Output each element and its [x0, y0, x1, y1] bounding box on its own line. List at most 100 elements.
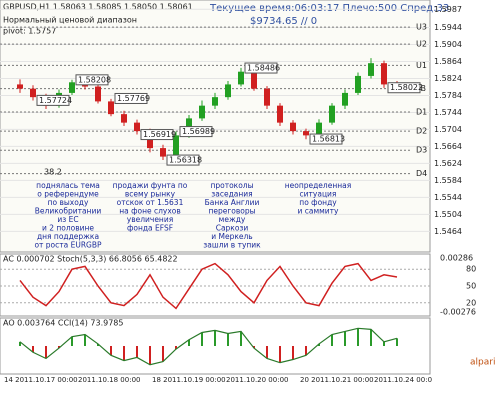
- stoch-title: AC 0.000702 Stoch(5,3,3) 66.8056 65.4822: [3, 255, 178, 264]
- y-tick-label: 1.5864: [434, 57, 462, 66]
- candle-body: [199, 105, 205, 119]
- annotation: дня поддержка: [37, 232, 99, 241]
- annotation: о референдуме: [37, 190, 99, 199]
- stoch-line: [19, 262, 398, 310]
- candle-body: [329, 105, 335, 123]
- annotation: между: [219, 215, 246, 224]
- status: Текущее время:06:03:17 Плечо:500 Спред:3…: [209, 3, 449, 14]
- x-tick-label: 18 2011.10.19 00:00: [152, 376, 226, 384]
- annotation: Великобритании: [35, 207, 102, 216]
- annotation: зашли в тупик: [203, 241, 261, 250]
- y-tick-label: 1.5464: [434, 227, 462, 236]
- annotation: по выходу: [48, 198, 89, 207]
- y-tick-label: 1.5744: [434, 108, 462, 117]
- main-panel: [0, 0, 431, 253]
- price-label-box: [166, 154, 200, 166]
- annotation: поднялась тема: [36, 181, 100, 190]
- x-tick-label: 2011.10.18 00:00: [78, 376, 140, 384]
- annotation: ситуация: [300, 190, 337, 199]
- y-tick-label: 20: [466, 298, 476, 307]
- price-label-box: [75, 74, 109, 86]
- y-tick-label: 1.5904: [434, 40, 462, 49]
- price-label-box: [114, 92, 148, 104]
- price-label: 1.56919: [143, 130, 176, 139]
- annotation: всему рынку: [125, 190, 176, 199]
- candle-body: [342, 92, 348, 106]
- x-tick-label: 2011.10.24 00:0: [374, 376, 432, 384]
- candle-body: [17, 84, 23, 89]
- y-tick-label: 1.5664: [434, 142, 462, 151]
- level-label: D1: [416, 108, 427, 117]
- y-tick-label: 1.5624: [434, 159, 462, 168]
- candle-body: [30, 88, 36, 98]
- balance: $9734.65 // 0: [250, 16, 317, 27]
- candle-body: [173, 135, 179, 157]
- price-label-box: [309, 133, 343, 145]
- annotation: неопределенная: [285, 181, 352, 190]
- y-tick-label: 1.5784: [434, 91, 462, 100]
- fibo-label: 38.2: [44, 168, 62, 177]
- annotation: переговоры: [208, 207, 255, 216]
- chart-title: GBPUSD,H1 1.58063 1.58085 1.58050 1.5806…: [3, 3, 193, 12]
- annotation: из ЕС: [57, 215, 78, 224]
- level-label: D4: [416, 169, 427, 178]
- level-label: D3: [416, 146, 427, 155]
- annotation: отскок от 1.5631: [117, 198, 184, 207]
- candle-body: [355, 75, 361, 93]
- candle-body: [316, 122, 322, 136]
- price-label-box: [387, 82, 421, 94]
- annotation: заседания: [211, 190, 252, 199]
- annotation: Саркози: [216, 224, 249, 233]
- candle-body: [160, 148, 166, 157]
- level-label: U3: [416, 23, 427, 32]
- y-tick-label: 1.5944: [434, 23, 462, 32]
- price-label-box: [244, 62, 278, 74]
- price-label: 1.58208: [78, 75, 111, 84]
- price-label: 1.58022: [390, 83, 423, 92]
- annotation: Банка Англии: [205, 198, 260, 207]
- candle-body: [368, 63, 374, 76]
- candle-body: [290, 122, 296, 132]
- candle-body: [212, 97, 218, 106]
- annotation: фонда EFSF: [127, 224, 173, 233]
- candle-body: [264, 88, 270, 106]
- x-tick-label: 20 2011.10.21 00:00: [300, 376, 374, 384]
- level-label: D2: [416, 127, 427, 136]
- price-label-box: [36, 94, 70, 106]
- annotation: от роста EURGBP: [34, 241, 102, 250]
- x-tick-label: 14 2011.10.17 00:00: [4, 376, 78, 384]
- ac-label: 0.00286: [440, 254, 473, 263]
- y-tick-label: 1.5824: [434, 74, 462, 83]
- candle-body: [251, 71, 257, 89]
- candle-body: [238, 71, 244, 85]
- price-label: 1.56989: [182, 127, 215, 136]
- subtitle: Нормальный ценовой диапазон: [3, 16, 137, 25]
- cci-line: [19, 327, 398, 366]
- candle-body: [121, 114, 127, 123]
- y-tick-label: 1.5544: [434, 193, 462, 202]
- y-tick-label: 50: [466, 282, 476, 291]
- annotation: по фонду: [299, 198, 337, 207]
- y-tick-label: 1.5704: [434, 125, 462, 134]
- price-label-box: [140, 129, 174, 141]
- annotation: увеличения: [127, 215, 173, 224]
- annotation: продажи фунта по: [113, 181, 188, 190]
- price-label: 1.57724: [39, 96, 72, 105]
- annotation: протоколы: [210, 181, 253, 190]
- price-label: 1.56318: [169, 156, 202, 165]
- cci-title: AO 0.003764 CCI(14) 73.9785: [3, 319, 123, 328]
- price-label: 1.57769: [117, 94, 150, 103]
- candle-body: [225, 84, 231, 98]
- pivot: pivot: 1.5757: [3, 27, 56, 36]
- y-tick-label: 1.5987: [434, 5, 462, 14]
- candle-body: [95, 86, 101, 102]
- level-label: LB: [416, 84, 426, 93]
- price-label-box: [179, 126, 213, 138]
- y-tick-label: 1.5504: [434, 210, 462, 219]
- y-tick-label: 1.5584: [434, 176, 462, 185]
- level-label: U1: [416, 61, 427, 70]
- annotation: на фоне слухов: [119, 207, 181, 216]
- x-tick-label: 2011.10.20 00:00: [226, 376, 288, 384]
- price-label: 1.58486: [247, 64, 280, 73]
- candle-body: [277, 105, 283, 123]
